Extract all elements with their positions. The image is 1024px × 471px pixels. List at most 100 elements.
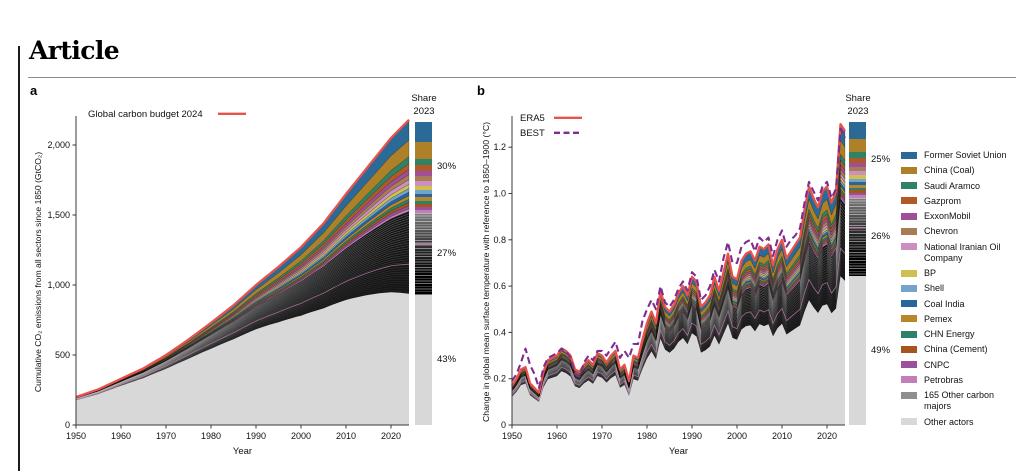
legend-swatch-bp <box>901 269 917 277</box>
share-2023-title-a: Share 2023 <box>402 93 446 118</box>
legend-label: China (Coal) <box>924 165 975 176</box>
majors-stripe <box>511 223 846 400</box>
legend-swatch-saudi-aramco <box>901 182 917 189</box>
majors-stripe <box>75 287 410 401</box>
legend-swatch-coal-india <box>901 300 917 307</box>
majors-stripe <box>75 278 410 401</box>
left-margin-rule <box>18 46 20 471</box>
share-seg-other-carbon-majors <box>849 197 866 277</box>
majors-stripe <box>75 289 410 401</box>
majors-stripe <box>75 242 410 400</box>
legend-swatch-former-soviet-union <box>901 151 917 159</box>
legend-item: China (Cement) <box>901 344 1021 355</box>
legend-swatch-chn-energy <box>901 330 917 338</box>
share-seg-gazprom <box>849 158 866 164</box>
share-seg-china-coal- <box>415 142 432 159</box>
legend-swatch-national-iranian-oil-company <box>901 243 917 250</box>
carbon-majors-legend: Former Soviet Union China (Coal) Saudi Ara… <box>901 150 1021 428</box>
legend-item: BP <box>901 268 1021 279</box>
legend-item: China (Coal) <box>901 165 1021 176</box>
x-tick-label: 1950 <box>66 431 86 441</box>
y-tick-label: 0.2 <box>493 374 506 384</box>
share-seg-petrobras <box>415 210 432 213</box>
majors-stripe <box>75 240 410 400</box>
majors-stripe <box>511 214 846 399</box>
majors-stripe <box>75 249 410 400</box>
share-seg-national-iranian-oil-company <box>415 181 432 186</box>
share-title-line1: Share <box>411 93 437 104</box>
y-tick-label: 0 <box>501 420 506 430</box>
majors-stripe <box>511 240 846 401</box>
legend-item: Chevron <box>901 226 1021 237</box>
majors-stripe <box>75 276 409 401</box>
legend-label: Saudi Aramco <box>924 180 981 191</box>
legend-item: Saudi Aramco <box>901 181 1021 192</box>
majors-stripe <box>511 266 846 402</box>
legend-label: CHN Energy <box>924 329 975 339</box>
legend-item: ExxonMobil <box>901 211 1021 222</box>
share-seg-cnpc <box>415 207 432 211</box>
x-tick-label: 2020 <box>381 431 401 441</box>
share-title-line2: 2023 <box>847 105 869 117</box>
legend-swatch-cnpc <box>901 361 917 368</box>
share-2023-bar-b <box>849 122 866 425</box>
legend-label: ExxonMobil <box>924 211 971 221</box>
share-2023-bar-a <box>415 122 432 425</box>
article-header: Article <box>29 36 120 65</box>
legend-item: CHN Energy <box>901 329 1021 340</box>
legend-label: China (Cement) <box>924 344 988 355</box>
legend-item: Petrobras <box>901 375 1021 386</box>
share-seg-chn-energy <box>415 200 432 204</box>
majors-stripe <box>511 253 846 402</box>
legend-item: Pemex <box>901 314 1021 325</box>
share-seg-saudi-aramco <box>849 152 866 159</box>
legend-label: Coal India <box>924 298 965 309</box>
y-tick-label: 0.4 <box>493 327 506 337</box>
share-seg-other-actors <box>415 294 432 425</box>
y-tick-label: 1,500 <box>47 210 70 220</box>
x-tick-label: 2000 <box>727 431 747 441</box>
x-tick-label: 1980 <box>637 431 657 441</box>
share-seg-other-actors <box>849 276 866 425</box>
majors-stripe <box>511 201 846 398</box>
majors-stripe <box>75 274 409 401</box>
legend-label: National Iranian Oil Company <box>924 241 1001 263</box>
legend-label: CNPC <box>924 359 950 370</box>
x-tick-label: 1970 <box>156 431 176 441</box>
y-tick-label: 0 <box>65 420 70 430</box>
legend-swatch-shell <box>901 284 917 292</box>
header-rule <box>28 77 1016 78</box>
majors-stripe <box>75 237 410 400</box>
majors-stripe <box>511 207 846 399</box>
share-pct-label-other-carbon-majors: 26% <box>871 231 891 242</box>
best-line <box>511 127 846 390</box>
share-seg-china-coal- <box>849 138 866 153</box>
y-tick-label: 500 <box>55 350 70 360</box>
share-seg-exxonmobil <box>415 171 432 177</box>
majors-stripe <box>511 269 846 402</box>
legend-label: Pemex <box>924 313 953 324</box>
era5-legend-label: ERA5 <box>520 113 545 124</box>
majors-stripe <box>511 262 846 402</box>
share-seg-coal-india <box>415 193 432 198</box>
share-seg-cnpc <box>849 192 866 196</box>
panel-b-chart: 0 0.2 0.4 0.6 0.8 1.0 1.2 1950 1960 1970 1980 1990 2… <box>481 113 846 457</box>
x-tick-label: 1990 <box>246 431 266 441</box>
x-tick-label: 1960 <box>111 431 131 441</box>
share-seg-saudi-aramco <box>415 158 432 166</box>
legend-label: Former Soviet Union <box>924 150 1007 160</box>
legend-swatch-petrobras <box>901 376 917 384</box>
gcb-line <box>75 118 410 399</box>
majors-stripe <box>75 281 410 401</box>
share-seg-national-iranian-oil-company <box>849 171 866 176</box>
majors-stripe <box>511 204 846 399</box>
legend-swatch-165-other-carbon-majors <box>901 391 917 399</box>
x-tick-label: 1950 <box>502 431 522 441</box>
x-tick-label: 2010 <box>772 431 792 441</box>
x-tick-label: 2020 <box>817 431 837 441</box>
share-pct-label-other-actors: 49% <box>871 345 891 356</box>
legend-swatch-other-actors <box>901 418 917 425</box>
legend-swatch-chevron <box>901 227 917 235</box>
x-tick-label: 1980 <box>201 431 221 441</box>
majors-stripe <box>75 254 410 400</box>
